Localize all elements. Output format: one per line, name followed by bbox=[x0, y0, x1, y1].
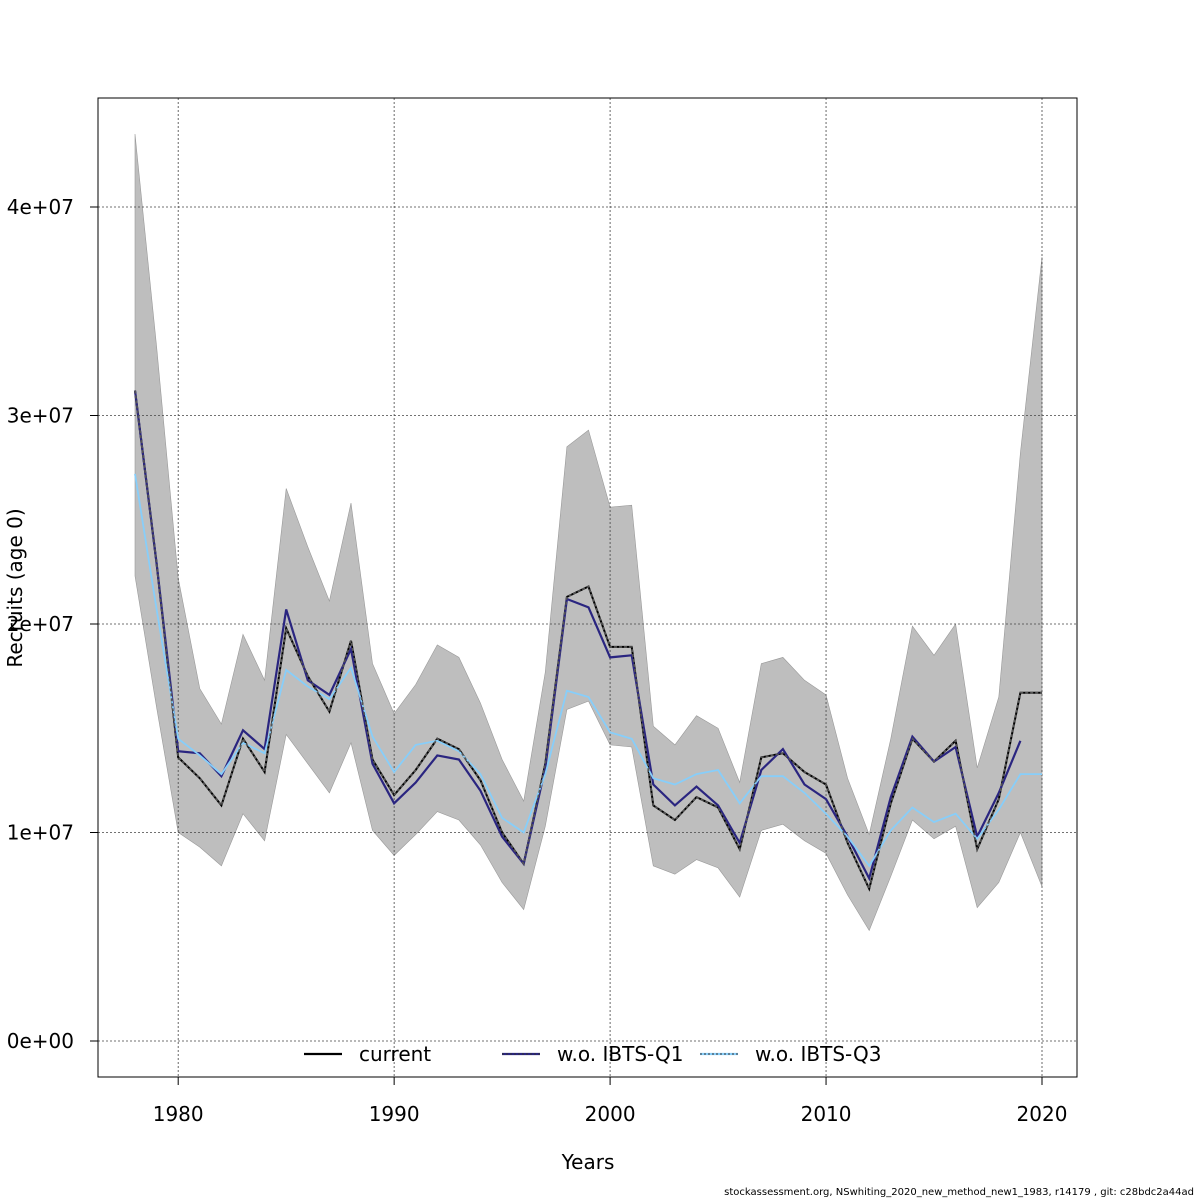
legend-label: w.o. IBTS-Q1 bbox=[557, 1042, 683, 1066]
confidence-band-layer bbox=[134, 133, 1043, 932]
x-tick-label: 2020 bbox=[1017, 1102, 1068, 1126]
x-tick-label: 1990 bbox=[369, 1102, 420, 1126]
y-tick-label: 0e+00 bbox=[7, 1029, 74, 1053]
legend: current w.o. IBTS-Q1 w.o. IBTS-Q3 bbox=[304, 1042, 881, 1066]
grid-layer bbox=[98, 98, 1077, 1077]
legend-item-2: w.o. IBTS-Q1 bbox=[502, 1042, 683, 1066]
y-tick-label: 3e+07 bbox=[7, 404, 74, 428]
x-tick-label: 2000 bbox=[585, 1102, 636, 1126]
series-line-current-dotted bbox=[134, 390, 1042, 892]
series-layer bbox=[133, 390, 1042, 892]
legend-item-3: w.o. IBTS-Q3 bbox=[700, 1042, 881, 1066]
y-tick-label: 2e+07 bbox=[7, 612, 74, 636]
y-tick-label: 1e+07 bbox=[7, 821, 74, 845]
y-axis-title: Recruits (age 0) bbox=[3, 508, 27, 667]
x-tick-label: 2010 bbox=[801, 1102, 852, 1126]
plot-frame bbox=[97, 97, 1078, 1078]
x-axis-title: Years bbox=[561, 1150, 615, 1174]
series-line-wo-ibts-q1 bbox=[133, 390, 1022, 882]
y-tick-label: 4e+07 bbox=[7, 195, 74, 219]
x-tick-label: 1980 bbox=[153, 1102, 204, 1126]
legend-label: w.o. IBTS-Q3 bbox=[755, 1042, 881, 1066]
axis-layer: 1980 1990 2000 2010 2020 0e+00 1e+07 2e+07 3e+07… bbox=[7, 195, 1068, 1126]
legend-label: current bbox=[359, 1042, 431, 1066]
footnote: stockassessment.org, NSwhiting_2020_new_… bbox=[724, 1187, 1194, 1198]
legend-item-1: current bbox=[304, 1042, 431, 1066]
series-line-wo-ibts-q3 bbox=[134, 473, 1042, 868]
confidence-band bbox=[134, 133, 1043, 932]
